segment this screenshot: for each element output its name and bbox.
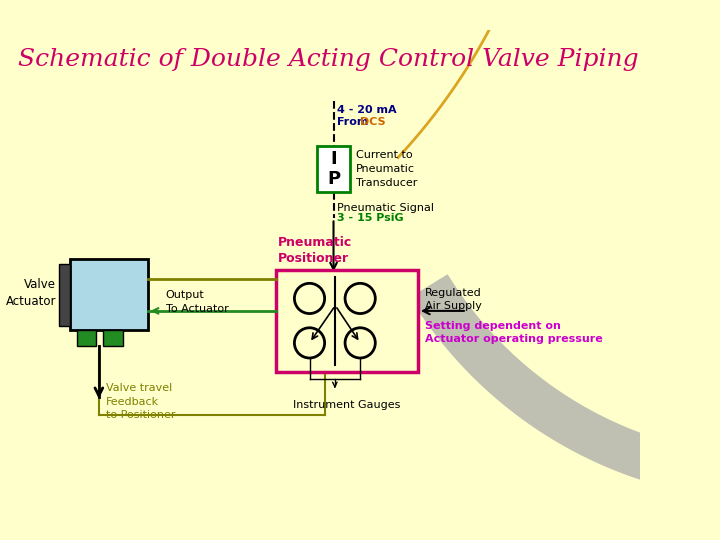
Text: Pneumatic
Positioner: Pneumatic Positioner: [277, 236, 352, 265]
Bar: [276, 270, 418, 372]
Text: Current to
Pneumatic
Transducer: Current to Pneumatic Transducer: [356, 150, 417, 188]
Text: From: From: [337, 117, 372, 126]
Text: Valve travel
Feedback
to Positioner: Valve travel Feedback to Positioner: [106, 383, 176, 420]
Circle shape: [345, 284, 375, 314]
Circle shape: [294, 284, 325, 314]
Bar: [103, 330, 123, 347]
Bar: [59, 264, 70, 326]
Text: 4 - 20 mA: 4 - 20 mA: [337, 105, 397, 115]
Bar: [70, 259, 148, 330]
Text: Output
To Actuator: Output To Actuator: [166, 291, 228, 314]
Text: Pneumatic Signal: Pneumatic Signal: [337, 203, 434, 213]
Polygon shape: [410, 274, 690, 491]
Text: 3 - 15 PsiG: 3 - 15 PsiG: [337, 213, 404, 224]
Text: Regulated
Air Supply: Regulated Air Supply: [425, 288, 482, 311]
Text: Schematic of Double Acting Control Valve Piping: Schematic of Double Acting Control Valve…: [18, 48, 639, 71]
Text: Setting dependent on
Actuator operating pressure: Setting dependent on Actuator operating …: [425, 321, 603, 344]
Text: Valve
Actuator: Valve Actuator: [6, 278, 56, 308]
Text: Instrument Gauges: Instrument Gauges: [293, 400, 400, 410]
Text: P: P: [327, 170, 340, 188]
Text: I: I: [330, 150, 337, 167]
Circle shape: [345, 328, 375, 358]
Text: DCS: DCS: [360, 117, 386, 126]
Bar: [317, 146, 351, 192]
Circle shape: [294, 328, 325, 358]
Bar: [76, 330, 96, 347]
